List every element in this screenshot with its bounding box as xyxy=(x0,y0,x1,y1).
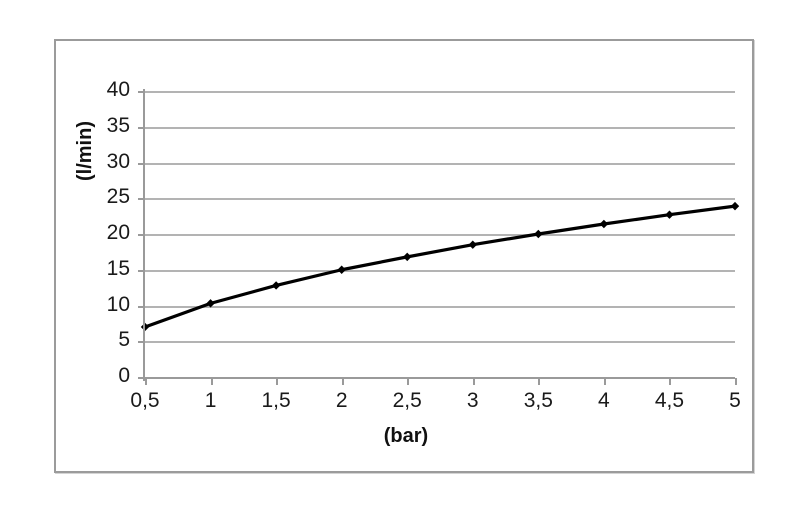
data-point-marker xyxy=(337,265,346,274)
gridline xyxy=(145,162,735,165)
y-axis-tick xyxy=(138,162,145,165)
gridline xyxy=(145,198,735,201)
x-axis-tick-label: 3,5 xyxy=(523,389,553,412)
data-point-marker xyxy=(730,201,740,211)
data-point-marker xyxy=(403,252,412,262)
series-line-chart xyxy=(140,201,740,332)
x-axis-tick-label: 2 xyxy=(335,389,348,412)
x-axis-tick xyxy=(603,378,606,385)
y-axis-tick xyxy=(138,91,145,93)
x-axis-tick-label: 3 xyxy=(466,389,479,412)
x-axis-tick-label: 1 xyxy=(204,389,217,412)
series-polyline xyxy=(143,204,737,329)
chart-panel: (l/min) 0 5 10 15 20 25 30 35 40 0,5 1 1,5 2 2,5 3 3,5… xyxy=(54,39,754,473)
y-axis-tick xyxy=(138,341,145,344)
y-axis-tick-label: 30 xyxy=(106,149,130,173)
gridline xyxy=(145,305,735,308)
x-axis-tick xyxy=(210,378,213,385)
gridline xyxy=(145,234,735,236)
x-axis-tick-label: 4,5 xyxy=(654,389,685,412)
x-axis-tick xyxy=(472,378,475,385)
y-axis-tick-label: 15 xyxy=(106,256,130,280)
y-axis-tick-label: 25 xyxy=(106,185,130,209)
plot-area xyxy=(140,91,740,379)
x-axis-tick xyxy=(735,378,737,385)
x-axis-tick xyxy=(407,378,410,385)
data-point-marker xyxy=(665,210,674,219)
x-axis-tick-label: 5 xyxy=(729,389,741,412)
data-point-marker xyxy=(271,281,281,290)
y-axis-tick-label: 35 xyxy=(106,113,130,137)
x-axis-line xyxy=(143,377,735,379)
y-axis-tick xyxy=(138,126,145,129)
x-axis-title: (bar) xyxy=(383,425,429,447)
x-axis-tick-label: 1,5 xyxy=(261,389,291,412)
y-axis-tick-label: 10 xyxy=(106,292,130,316)
gridline xyxy=(145,269,735,272)
y-axis-tick xyxy=(138,269,145,272)
y-axis-tick xyxy=(138,305,145,308)
data-point-marker xyxy=(599,219,609,229)
gridline xyxy=(145,341,735,344)
data-point-marker xyxy=(534,229,543,239)
x-axis-tick xyxy=(145,378,147,385)
gridline xyxy=(145,126,735,129)
x-axis-tick xyxy=(276,378,279,385)
x-axis-tick-label: 0,5 xyxy=(130,389,160,412)
y-axis-tick-label: 20 xyxy=(106,221,130,244)
data-point-marker xyxy=(468,240,477,249)
gridline xyxy=(145,91,735,93)
series-markers xyxy=(140,201,740,332)
data-point-marker xyxy=(140,322,150,332)
x-axis-tick-label: 4 xyxy=(598,389,610,412)
x-axis-tick-label: 2,5 xyxy=(392,389,422,412)
data-point-marker xyxy=(206,299,215,308)
y-axis-tick xyxy=(138,234,145,236)
x-axis-tick xyxy=(669,378,672,385)
y-axis-tick-label: 40 xyxy=(106,78,130,101)
y-axis-tick xyxy=(138,377,145,379)
y-axis-tick xyxy=(138,198,145,201)
y-axis-tick-label: 0 xyxy=(118,364,130,387)
x-axis-tick xyxy=(538,378,541,385)
y-axis-tick-label: 5 xyxy=(118,328,130,352)
x-axis-tick xyxy=(341,378,344,385)
